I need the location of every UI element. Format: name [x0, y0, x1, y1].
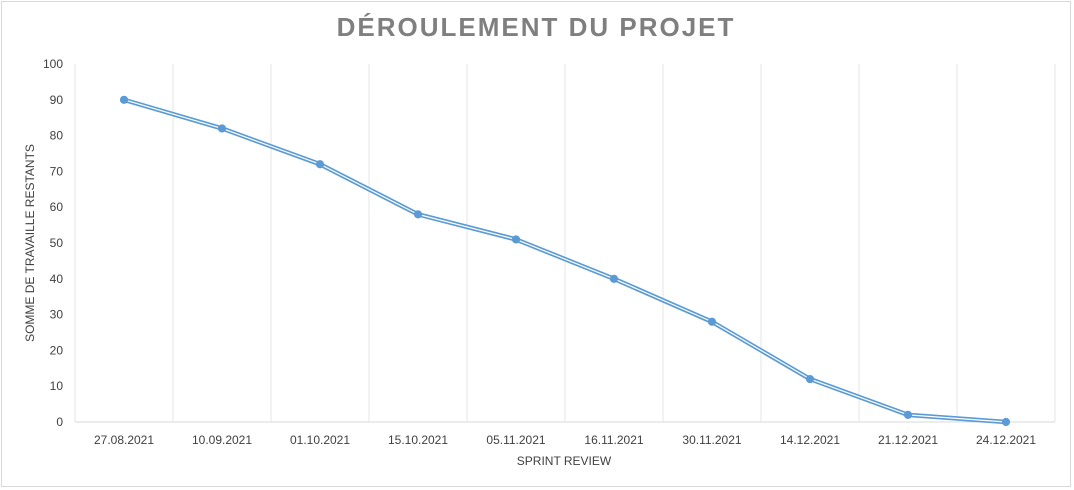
x-tick-label: 15.10.2021 [388, 433, 448, 447]
y-tick-label: 20 [50, 343, 64, 357]
x-tick-label: 16.11.2021 [584, 433, 643, 447]
data-point [315, 160, 325, 169]
y-axis-ticks: 0 10 20 30 40 50 60 70 80 90 100 [43, 57, 63, 429]
y-tick-label: 10 [50, 379, 64, 393]
data-point [511, 235, 521, 244]
y-tick-label: 30 [50, 308, 64, 322]
x-tick-label: 24.12.2021 [976, 433, 1036, 447]
data-point [609, 274, 619, 283]
x-axis-ticks: 27.08.2021 10.09.2021 01.10.2021 15.10.2021… [94, 433, 1036, 447]
series-line-inner [123, 99, 1007, 423]
y-tick-label: 60 [50, 200, 64, 214]
data-point [1001, 417, 1011, 427]
x-tick-label: 21.12.2021 [878, 433, 938, 447]
y-tick-label: 40 [50, 272, 64, 286]
data-point [805, 374, 815, 384]
y-tick-label: 100 [43, 57, 63, 71]
x-tick-label: 01.10.2021 [290, 433, 350, 447]
y-tick-label: 80 [50, 129, 64, 143]
series-group [119, 95, 1011, 427]
y-tick-label: 0 [56, 415, 63, 429]
y-tick-label: 90 [50, 93, 64, 107]
y-tick-label: 50 [50, 236, 64, 250]
x-tick-label: 30.11.2021 [682, 433, 741, 447]
grid-lines [74, 64, 1056, 422]
data-point [119, 95, 129, 104]
data-point [903, 410, 913, 419]
x-tick-label: 05.11.2021 [486, 433, 545, 447]
x-tick-label: 10.09.2021 [192, 433, 252, 447]
x-tick-label: 14.12.2021 [780, 433, 840, 447]
chart-title: DÉROULEMENT DU PROJET [336, 12, 736, 42]
data-point [413, 210, 423, 219]
data-point [217, 124, 227, 133]
y-tick-label: 70 [50, 164, 64, 178]
x-tick-label: 27.08.2021 [94, 433, 154, 447]
x-axis-title: SPRINT REVIEW [516, 454, 612, 468]
data-point [707, 317, 717, 326]
